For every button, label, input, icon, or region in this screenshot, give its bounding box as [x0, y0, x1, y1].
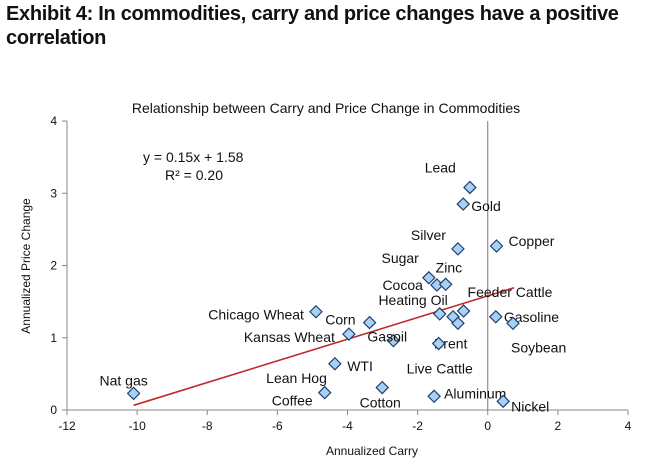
data-point	[421, 270, 436, 285]
data-point	[451, 242, 465, 256]
point-label: Sugar	[381, 250, 419, 266]
point-label: Nickel	[511, 398, 549, 414]
data-point	[427, 389, 441, 404]
data-point	[463, 180, 477, 195]
point-label: Soybean	[511, 339, 566, 355]
data-point	[432, 307, 447, 321]
data-point	[431, 336, 446, 351]
y-tick-label: 3	[50, 186, 57, 200]
x-tick-label: 4	[625, 419, 632, 433]
data-point	[362, 315, 377, 330]
data-point	[386, 333, 401, 348]
point-label: Heating Oil	[378, 292, 447, 308]
data-point	[317, 385, 332, 400]
x-tick-label: -4	[342, 419, 353, 433]
data-point	[126, 386, 141, 401]
x-axis-label: Annualized Carry	[326, 444, 418, 458]
data-point	[489, 239, 504, 253]
point-label: Nat gas	[99, 372, 147, 388]
data-point	[342, 327, 356, 341]
point-label: Copper	[509, 233, 555, 249]
x-tick-label: -2	[412, 419, 423, 433]
x-tick-label: -6	[272, 419, 283, 433]
point-label: Gold	[471, 198, 501, 214]
x-tick-label: 2	[555, 419, 562, 433]
y-axis-label: Annualized Price Change	[19, 198, 33, 334]
data-point	[309, 304, 323, 319]
point-label: Gasoline	[504, 309, 559, 325]
chart-title: Relationship between Carry and Price Cha…	[132, 100, 520, 116]
point-label: Feeder Cattle	[468, 284, 553, 300]
trendline	[133, 286, 515, 407]
trend-r2: R² = 0.20	[165, 167, 223, 183]
data-point	[456, 197, 471, 211]
point-label: Lean Hog	[266, 370, 327, 386]
data-point	[438, 277, 453, 292]
data-point	[456, 304, 471, 318]
y-tick-label: 4	[50, 114, 57, 128]
point-label: Cotton	[360, 395, 401, 411]
point-label: Cocoa	[382, 277, 423, 293]
y-tick-label: 0	[50, 403, 57, 417]
point-label: Chicago Wheat	[208, 307, 304, 323]
point-label: Kansas Wheat	[244, 329, 335, 345]
point-label: Corn	[325, 312, 355, 328]
point-label: Zinc	[436, 259, 462, 275]
point-label: Aluminum	[444, 385, 506, 401]
point-label: Brent	[434, 335, 468, 351]
y-tick-label: 1	[50, 331, 57, 345]
x-tick-label: 0	[484, 419, 491, 433]
point-label: Live Cattle	[407, 361, 473, 377]
data-point	[451, 316, 465, 331]
point-label: WTI	[347, 358, 373, 374]
x-tick-label: -8	[202, 419, 213, 433]
trend-equation: y = 0.15x + 1.58	[143, 149, 244, 165]
y-tick-label: 2	[50, 259, 57, 273]
data-point	[506, 316, 520, 331]
point-label: Silver	[411, 227, 446, 243]
data-point	[488, 309, 503, 324]
x-tick-label: -12	[58, 419, 76, 433]
exhibit-heading: Exhibit 4: In commodities, carry and pri…	[6, 3, 619, 49]
point-label: Gasoil	[367, 329, 407, 345]
data-point	[496, 394, 511, 409]
data-point	[375, 380, 390, 395]
data-point	[328, 356, 342, 371]
point-label: Coffee	[272, 393, 313, 409]
x-tick-label: -10	[128, 419, 146, 433]
point-label: Lead	[425, 159, 456, 175]
